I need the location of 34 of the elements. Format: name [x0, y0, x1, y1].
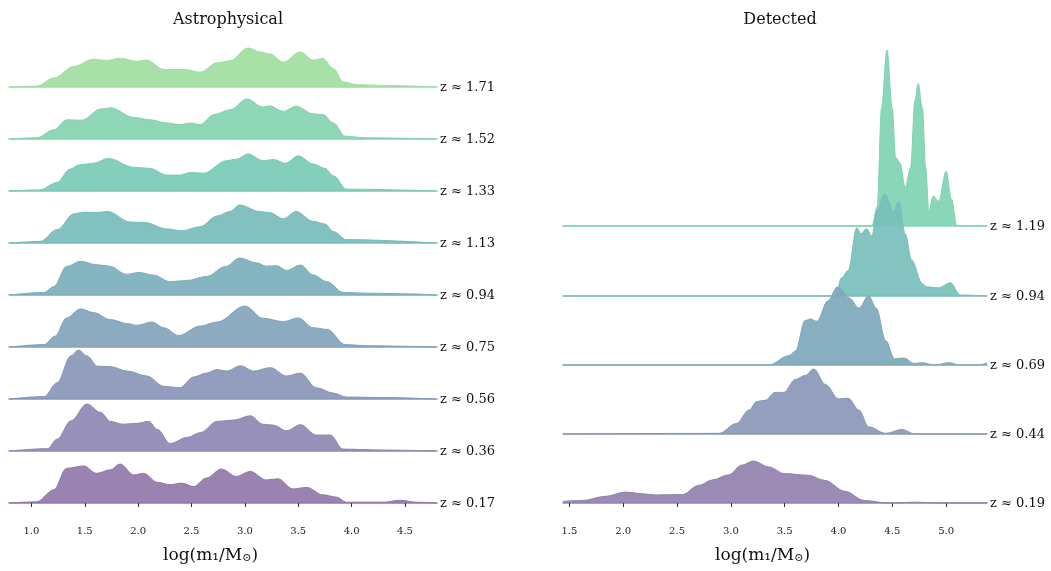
text: z ≈ 1.33	[440, 183, 495, 198]
text: z ≈ 0.19	[990, 495, 1045, 510]
text: z ≈ 0.75	[440, 339, 495, 354]
x-tick-label: 2.5	[669, 524, 686, 536]
x-tick-label: 2.5	[183, 524, 200, 536]
text: z ≈ 0.94	[990, 288, 1045, 303]
text: z ≈ 0.69	[990, 357, 1045, 372]
x-tick-label: 3.0	[722, 524, 739, 536]
x-tick-label: 3.5	[776, 524, 793, 536]
chart-title: Astrophysical	[171, 8, 284, 28]
x-axis-title: log(m₁/M⊙)	[163, 543, 259, 564]
x-tick-label: 4.0	[830, 524, 847, 536]
x-tick-label: 2.0	[130, 524, 147, 536]
x-tick-label: 3.0	[236, 524, 253, 536]
x-tick-label: 3.5	[290, 524, 307, 536]
text: z ≈ 0.17	[440, 495, 495, 510]
text: z ≈ 0.36	[440, 443, 495, 458]
x-tick-label: 5.0	[938, 524, 955, 536]
x-tick-label: 4.0	[343, 524, 360, 536]
text: z ≈ 0.94	[440, 287, 495, 302]
x-tick-label: 1.5	[76, 524, 93, 536]
text: z ≈ 1.71	[440, 79, 495, 94]
x-tick-label: 1.5	[561, 524, 578, 536]
text: z ≈ 1.19	[990, 218, 1045, 233]
x-tick-label: 1.0	[23, 524, 40, 536]
x-tick-label: 2.0	[615, 524, 632, 536]
text: z ≈ 0.56	[440, 391, 495, 406]
chart-title: Detected	[743, 8, 817, 28]
x-tick-label: 4.5	[884, 524, 901, 536]
x-tick-label: 4.5	[397, 524, 413, 536]
x-axis-title: log(m₁/M⊙)	[715, 543, 811, 564]
text: z ≈ 1.52	[440, 131, 495, 146]
text: z ≈ 1.13	[440, 235, 495, 250]
text: z ≈ 0.44	[990, 426, 1045, 441]
